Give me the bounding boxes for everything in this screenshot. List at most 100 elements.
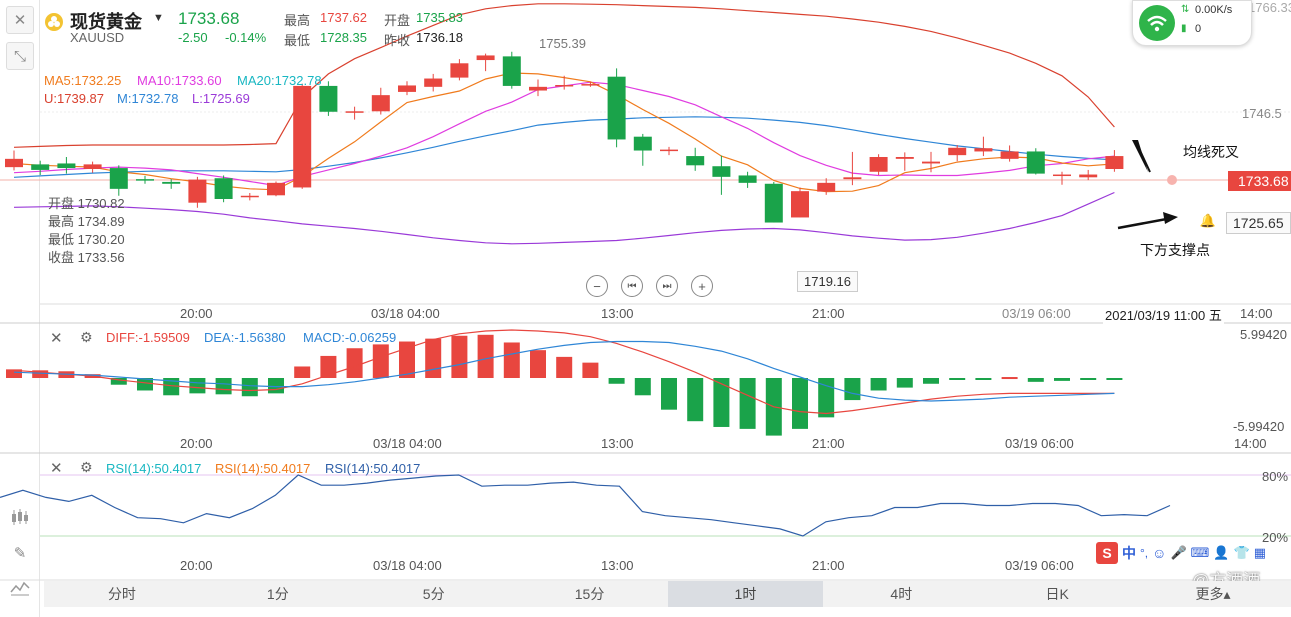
open-value: 1735.83 — [416, 10, 463, 25]
rsi-time-label: 03/19 06:00 — [1005, 558, 1074, 573]
macd-bar — [320, 355, 337, 378]
macd-time-label: 03/18 04:00 — [373, 436, 442, 451]
tab-2[interactable]: 5分 — [422, 586, 445, 602]
arrow-death-cross — [1132, 140, 1148, 172]
candle-body — [450, 63, 469, 78]
skin-icon[interactable]: 👤 — [1213, 545, 1230, 560]
punct-icon[interactable]: °, — [1140, 546, 1149, 560]
mic-icon[interactable]: 🎤 — [1170, 545, 1187, 560]
ma5-label: MA5:1732.25 — [44, 73, 122, 88]
zoom-in-button[interactable]: + — [691, 275, 713, 297]
macd-close-icon[interactable]: ✕ — [50, 330, 63, 347]
tab-6[interactable]: 日K — [1045, 586, 1069, 602]
ime-lang-label[interactable]: 中 — [1122, 545, 1136, 561]
candle-body — [1053, 174, 1071, 177]
next-button[interactable]: ⏭ — [656, 275, 678, 297]
macd-bar — [451, 335, 468, 378]
tab-4[interactable]: 1时 — [667, 581, 824, 607]
alert-price-tag[interactable]: 1725.65 — [1226, 212, 1291, 234]
arrow-death-cross-line — [1135, 141, 1151, 173]
ma10-line — [13, 81, 1115, 187]
tab-1[interactable]: 1分 — [266, 586, 289, 602]
grid-icon[interactable]: ▦ — [1253, 545, 1267, 560]
price-change: -2.50 — [178, 30, 208, 45]
tab-7[interactable]: 更多▴ — [1195, 586, 1231, 602]
ohlc-close: 收盘 1733.56 — [48, 250, 125, 265]
emoji-icon[interactable]: ☺ — [1152, 545, 1167, 561]
macd-bar — [530, 350, 546, 378]
close-icon[interactable]: ✕ — [6, 6, 34, 34]
instrument-name[interactable]: 现货黄金 — [70, 12, 142, 32]
macd-bar — [713, 378, 730, 427]
candlestick-icon[interactable] — [6, 503, 34, 531]
arrow-support-head — [1163, 212, 1178, 224]
rsi-close-icon[interactable]: ✕ — [50, 460, 63, 477]
ime-toolbar[interactable]: S 中 °, ☺ 🎤 ⌨ 👤 👕 ▦ — [1096, 541, 1266, 565]
tab-3[interactable]: 15分 — [574, 586, 605, 602]
macd-bar — [923, 378, 939, 384]
price-axis-mid: 1746.5 — [1242, 106, 1282, 121]
collapse-icon[interactable]: ⤡ — [6, 42, 34, 70]
draw-pencil-icon[interactable]: ✎ — [13, 545, 27, 562]
macd-bar — [163, 378, 180, 396]
prev-button[interactable]: ⏮ — [621, 275, 643, 297]
network-speed: 0.00K/s — [1195, 4, 1233, 16]
indicator-glyph — [10, 581, 30, 596]
network-speed-widget[interactable]: ⇅ 0.00K/s ▮ 0 — [1132, 0, 1252, 46]
macd-bar — [870, 378, 887, 391]
macd-bar — [477, 334, 494, 378]
candle-body — [922, 161, 940, 164]
rsi-time-label: 21:00 — [812, 558, 845, 573]
rsi-settings-icon[interactable]: ⚙ — [80, 459, 93, 475]
rsi-time-label: 20:00 — [180, 558, 213, 573]
candle-body — [162, 181, 181, 184]
macd-axis-top: 5.99420 — [1240, 327, 1287, 342]
tab-5[interactable]: 4时 — [890, 586, 913, 602]
battery-icon: ▮ — [1181, 23, 1187, 34]
time-label: 13:00 — [601, 306, 634, 321]
support-annotation: 下方支撑点 — [1140, 242, 1210, 258]
cursor-dot — [1167, 175, 1177, 185]
cursor-time-label: 2021/03/19 11:00 五 — [1103, 305, 1224, 324]
rsi-time-label: 13:00 — [601, 558, 634, 573]
price-axis-top: 1766.33 — [1248, 0, 1291, 15]
upload-arrow-icon: ⇅ — [1181, 4, 1190, 15]
macd-bar — [6, 369, 22, 378]
low-marker: 1719.16 — [797, 271, 858, 292]
candle-body — [633, 136, 652, 151]
candle-body — [974, 148, 993, 152]
keyboard-icon[interactable]: ⌨ — [1190, 545, 1210, 560]
ohlc-open: 开盘 1730.82 — [48, 196, 125, 211]
candle-body — [345, 111, 364, 113]
candle-body — [319, 85, 338, 112]
macd-bar — [189, 378, 206, 394]
price-change-pct: -0.14% — [225, 30, 267, 45]
macd-diff-label: DIFF:-1.59509 — [106, 330, 190, 345]
macd-bar — [634, 378, 651, 396]
zoom-out-button[interactable]: − — [586, 275, 608, 297]
high-marker: 1755.39 — [532, 33, 593, 54]
instrument-dropdown-icon[interactable]: ▼ — [153, 12, 164, 24]
macd-bar — [818, 378, 835, 418]
macd-bar — [844, 378, 861, 401]
macd-bar — [399, 341, 415, 378]
indicator-icon[interactable] — [6, 574, 34, 602]
candle-body — [5, 158, 23, 168]
rsi-axis-bottom: 20% — [1262, 530, 1289, 545]
candle-body — [109, 168, 128, 189]
shirt-icon[interactable]: 👕 — [1233, 545, 1250, 560]
macd-settings-icon[interactable]: ⚙ — [80, 329, 93, 345]
macd-bar — [687, 378, 704, 422]
quote-header: 现货黄金 ▼ XAUUSD 1733.68 -2.50 -0.14% 最高 17… — [40, 0, 580, 48]
macd-bar — [556, 356, 573, 378]
tab-0[interactable]: 分时 — [107, 586, 136, 602]
bell-icon[interactable]: 🔔 — [1199, 213, 1217, 228]
candle-body — [240, 195, 259, 198]
candle-body — [502, 56, 521, 86]
candle-body — [895, 156, 914, 159]
candle-body — [660, 149, 678, 152]
wifi-glyph — [1147, 15, 1167, 32]
macd-bar — [975, 378, 992, 380]
sogou-icon[interactable]: S — [1096, 542, 1118, 564]
